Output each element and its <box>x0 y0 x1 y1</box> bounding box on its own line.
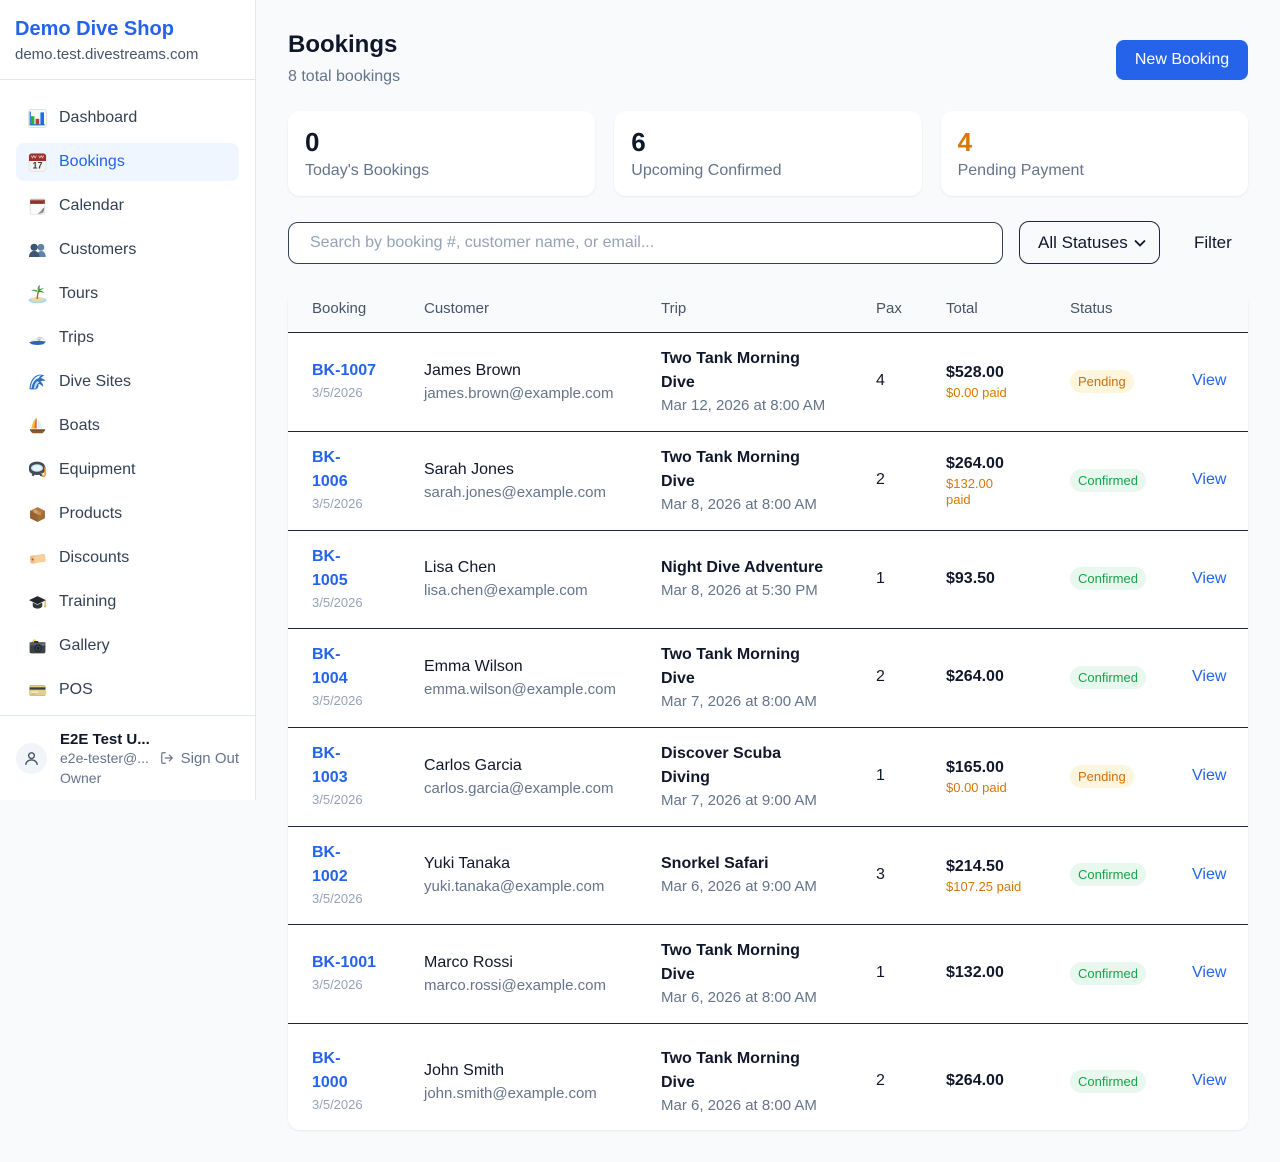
svg-text:17: 17 <box>32 160 42 170</box>
